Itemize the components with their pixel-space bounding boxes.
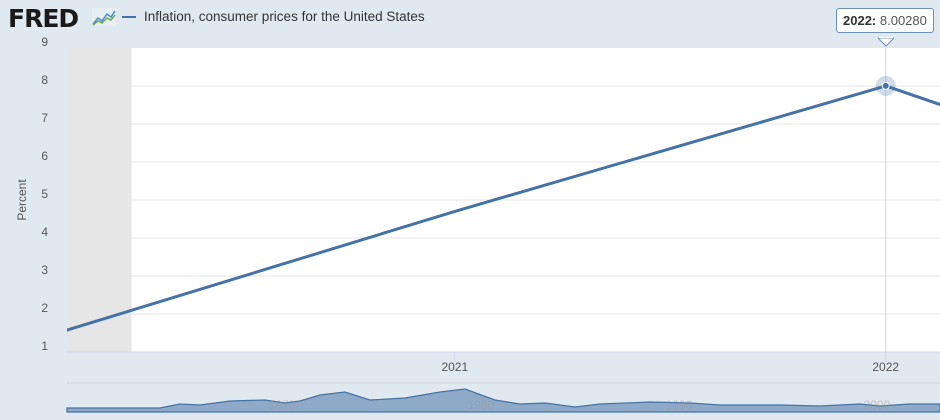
y-tick-label: 2 — [41, 301, 48, 315]
logo-graph-icon — [92, 8, 116, 26]
fred-logo[interactable]: FRED — [8, 4, 79, 33]
legend-swatch — [122, 15, 136, 18]
legend-label: Inflation, consumer prices for the Unite… — [144, 9, 425, 24]
navigator-label: 1980 — [468, 398, 495, 412]
navigator-series-area — [66, 388, 940, 413]
y-tick-label: 8 — [41, 73, 48, 87]
data-point-2022 — [881, 81, 890, 90]
tooltip: 2022: 8.00280 — [836, 8, 934, 33]
tooltip-label: 2022: — [843, 13, 877, 28]
navigator-label: 1990 — [666, 398, 693, 412]
x-tick-label: 2022 — [872, 360, 899, 374]
navigator[interactable]: 1970 1980 1990 2000 — [66, 382, 940, 413]
legend-item[interactable]: Inflation, consumer prices for the Unite… — [122, 9, 425, 24]
series-line — [67, 84, 940, 332]
x-tick-label: 2021 — [441, 360, 468, 374]
y-tick-label: 1 — [41, 339, 48, 353]
y-tick-label: 3 — [41, 263, 48, 277]
tooltip-value: 8.00280 — [879, 13, 927, 28]
navigator-label: 1970 — [269, 398, 296, 412]
navigator-label: 2000 — [864, 398, 891, 412]
y-tick-label: 7 — [41, 111, 48, 125]
y-tick-label: 6 — [41, 149, 48, 163]
tooltip-pointer — [878, 37, 894, 47]
y-tick-label: 4 — [41, 225, 48, 239]
y-axis-label: Percent — [15, 179, 29, 221]
y-tick-label: 9 — [41, 35, 48, 49]
y-tick-label: 5 — [41, 187, 48, 201]
